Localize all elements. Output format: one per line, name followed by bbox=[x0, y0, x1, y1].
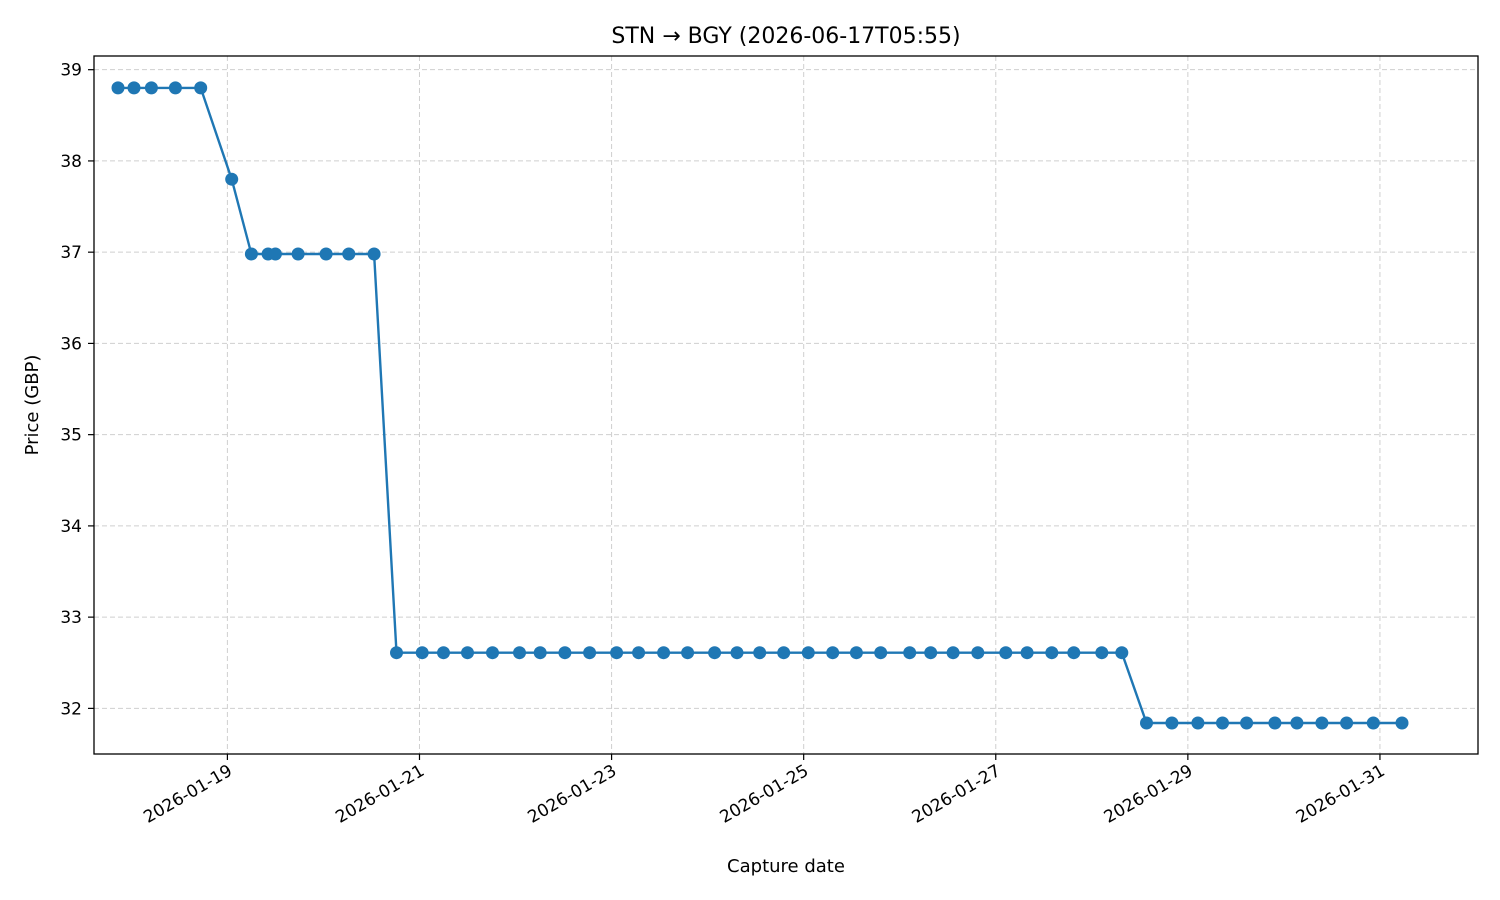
data-point bbox=[367, 247, 381, 261]
data-point bbox=[558, 646, 572, 660]
data-point bbox=[268, 247, 282, 261]
data-point bbox=[225, 172, 239, 186]
data-point bbox=[437, 646, 450, 660]
data-point bbox=[1240, 716, 1254, 730]
data-point bbox=[168, 81, 182, 95]
data-point bbox=[1095, 646, 1109, 660]
data-point bbox=[244, 247, 258, 261]
data-point bbox=[1165, 716, 1179, 730]
data-point bbox=[194, 81, 208, 95]
data-point bbox=[1290, 716, 1304, 730]
data-point bbox=[1191, 716, 1205, 730]
data-point bbox=[461, 646, 474, 660]
y-tick-label: 36 bbox=[60, 334, 82, 354]
data-point bbox=[1115, 646, 1129, 660]
y-tick-label: 35 bbox=[60, 426, 82, 446]
data-point bbox=[291, 247, 305, 261]
data-point bbox=[583, 646, 597, 660]
data-point bbox=[1140, 716, 1153, 730]
x-axis-label: Capture date bbox=[727, 856, 845, 877]
y-tick-label: 32 bbox=[60, 699, 82, 719]
data-point bbox=[753, 646, 767, 660]
data-point bbox=[1020, 646, 1034, 660]
data-point bbox=[1216, 716, 1229, 730]
y-tick-label: 38 bbox=[60, 152, 82, 172]
plot-frame bbox=[93, 55, 1479, 755]
data-point bbox=[144, 81, 158, 95]
data-point bbox=[1315, 716, 1329, 730]
y-tick-label: 37 bbox=[60, 243, 82, 263]
data-point bbox=[849, 646, 863, 660]
data-point bbox=[632, 646, 646, 660]
data-point bbox=[681, 646, 695, 660]
data-point bbox=[801, 646, 815, 660]
series-layer bbox=[111, 81, 1409, 730]
y-axis-label: Price (GBP) bbox=[22, 355, 43, 456]
data-point bbox=[610, 646, 624, 660]
data-point bbox=[657, 646, 671, 660]
data-point bbox=[111, 81, 125, 95]
data-point bbox=[415, 646, 429, 660]
data-point bbox=[903, 646, 917, 660]
data-point bbox=[1395, 716, 1409, 730]
y-tick-label: 33 bbox=[60, 608, 82, 628]
data-point bbox=[999, 646, 1013, 660]
data-point bbox=[708, 646, 722, 660]
data-point bbox=[486, 646, 499, 660]
data-point bbox=[127, 81, 141, 95]
grid-lines bbox=[94, 56, 1478, 754]
data-point bbox=[924, 646, 938, 660]
data-point bbox=[533, 646, 547, 660]
data-point bbox=[390, 646, 403, 660]
y-tick-label: 39 bbox=[60, 61, 82, 81]
data-point bbox=[971, 646, 985, 660]
data-point bbox=[319, 247, 333, 261]
data-point bbox=[1067, 646, 1081, 660]
chart-title: STN → BGY (2026-06-17T05:55) bbox=[611, 24, 960, 49]
data-point bbox=[342, 247, 356, 261]
data-point bbox=[513, 646, 526, 660]
data-point bbox=[777, 646, 791, 660]
data-point bbox=[1045, 646, 1059, 660]
y-tick-label: 34 bbox=[60, 517, 82, 537]
data-point bbox=[1366, 716, 1380, 730]
data-point bbox=[1340, 716, 1354, 730]
data-point bbox=[730, 646, 744, 660]
y-axis-ticks: 32 33 34 35 36 37 38 39 bbox=[60, 61, 94, 719]
data-point bbox=[826, 646, 840, 660]
data-point bbox=[1268, 716, 1282, 730]
data-point bbox=[946, 646, 960, 660]
data-point bbox=[874, 646, 888, 660]
